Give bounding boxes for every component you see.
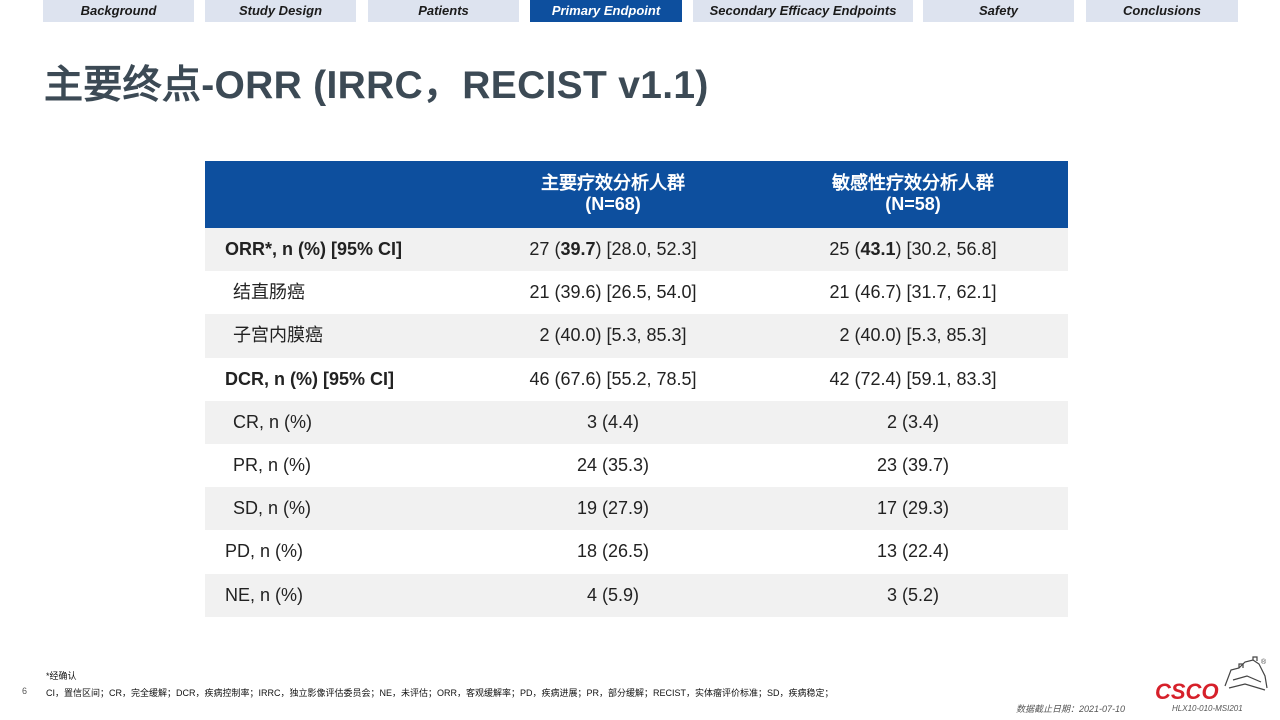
registered-mark: ®: [1261, 658, 1267, 666]
tab-secondary-efficacy-endpoints[interactable]: Secondary Efficacy Endpoints: [693, 0, 913, 22]
row-label: SD, n (%): [233, 498, 312, 519]
cell-primary: 46 (67.6) [55.2, 78.5]: [529, 368, 697, 389]
tab-study-design[interactable]: Study Design: [205, 0, 356, 22]
study-code: HLX10-010-MSI201: [1172, 704, 1243, 713]
tab-primary-endpoint[interactable]: Primary Endpoint: [530, 0, 682, 22]
cell-primary: 3 (4.4): [586, 411, 640, 432]
cell-sensitivity: 17 (29.3): [876, 498, 950, 519]
header-line: 敏感性疗效分析人群: [832, 173, 994, 193]
table-row: CR, n (%) 3 (4.4) 2 (3.4): [205, 400, 1068, 444]
table-header: 主要疗效分析人群 (N=68) 敏感性疗效分析人群 (N=58): [205, 161, 1068, 228]
value-bold: 39.7: [560, 239, 596, 259]
cell-sensitivity: 13 (22.4): [876, 541, 950, 562]
cell-sensitivity: 2 (3.4): [886, 411, 940, 432]
header-primary-population: 主要疗效分析人群 (N=68): [463, 173, 763, 215]
cell-primary: 24 (35.3): [576, 454, 650, 475]
table-row: NE, n (%) 4 (5.9) 3 (5.2): [205, 573, 1068, 617]
tab-safety[interactable]: Safety: [923, 0, 1074, 22]
cell-primary: 4 (5.9): [586, 584, 640, 605]
footnotes: *经确认 CI，置信区间；CR，完全缓解；DCR，疾病控制率；IRRC，独立影像…: [46, 668, 834, 702]
page-title: 主要终点-ORR (IRRC，RECIST v1.1): [44, 64, 709, 107]
row-label: NE, n (%): [225, 584, 304, 605]
cell-sensitivity: 25 (43.1) [30.2, 56.8]: [763, 228, 1063, 271]
row-label: DCR, n (%) [95% CI]: [225, 368, 395, 389]
header-n: (N=58): [885, 194, 941, 214]
value-bold: 43.1: [860, 239, 896, 259]
value-part: ) [30.2, 56.8]: [895, 239, 997, 259]
table-row: 结直肠癌 21 (39.6) [26.5, 54.0] 21 (46.7) [3…: [205, 271, 1068, 314]
cell-sensitivity: 3 (5.2): [886, 584, 940, 605]
great-wall-icon: [1224, 656, 1268, 691]
table-row: SD, n (%) 19 (27.9) 17 (29.3): [205, 487, 1068, 531]
tab-conclusions[interactable]: Conclusions: [1086, 0, 1238, 22]
row-label: PR, n (%): [233, 454, 312, 475]
header-line: 主要疗效分析人群: [541, 173, 685, 193]
cell-sensitivity: 2 (40.0) [5.3, 85.3]: [839, 325, 987, 346]
cell-primary: 2 (40.0) [5.3, 85.3]: [539, 325, 687, 346]
data-cutoff-date: 数据截止日期：2021-07-10: [1016, 704, 1126, 714]
table-row: ORR*, n (%) [95% CI] 27 (39.7) [28.0, 52…: [205, 228, 1068, 272]
page-number: 6: [22, 686, 28, 696]
row-label: PD, n (%): [225, 541, 304, 562]
results-table: 主要疗效分析人群 (N=68) 敏感性疗效分析人群 (N=58) ORR*, n…: [205, 161, 1068, 617]
value-part: 27 (: [529, 239, 561, 259]
cell-sensitivity: 42 (72.4) [59.1, 83.3]: [829, 368, 997, 389]
cell-primary: 21 (39.6) [26.5, 54.0]: [529, 282, 697, 303]
top-navigation: Background Study Design Patients Primary…: [43, 0, 1238, 22]
row-label: CR, n (%): [233, 411, 313, 432]
row-label: ORR*, n (%) [95% CI]: [225, 239, 403, 259]
row-label: 子宫内膜癌: [233, 325, 323, 346]
header-n: (N=68): [585, 194, 641, 214]
cell-sensitivity: 21 (46.7) [31.7, 62.1]: [829, 282, 997, 303]
tab-patients[interactable]: Patients: [368, 0, 519, 22]
tab-background[interactable]: Background: [43, 0, 194, 22]
logo-text: CSCO: [1155, 679, 1219, 702]
value-part: 25 (: [829, 239, 861, 259]
row-label: 结直肠癌: [233, 282, 305, 303]
csco-logo: CSCO ®: [1155, 656, 1268, 702]
cell-primary: 18 (26.5): [576, 541, 650, 562]
value-part: ) [28.0, 52.3]: [595, 239, 697, 259]
cell-sensitivity: 23 (39.7): [876, 454, 950, 475]
table-row: DCR, n (%) [95% CI] 46 (67.6) [55.2, 78.…: [205, 358, 1068, 401]
table-row: PR, n (%) 24 (35.3) 23 (39.7): [205, 444, 1068, 487]
table-row: PD, n (%) 18 (26.5) 13 (22.4): [205, 530, 1068, 573]
footnote-asterisk: *经确认: [46, 671, 77, 681]
cell-primary: 27 (39.7) [28.0, 52.3]: [463, 228, 763, 271]
table-row: 子宫内膜癌 2 (40.0) [5.3, 85.3] 2 (40.0) [5.3…: [205, 314, 1068, 358]
cell-primary: 19 (27.9): [576, 498, 650, 519]
footnote-abbreviations: CI，置信区间；CR，完全缓解；DCR，疾病控制率；IRRC，独立影像评估委员会…: [46, 688, 834, 698]
header-sensitivity-population: 敏感性疗效分析人群 (N=58): [763, 173, 1063, 215]
